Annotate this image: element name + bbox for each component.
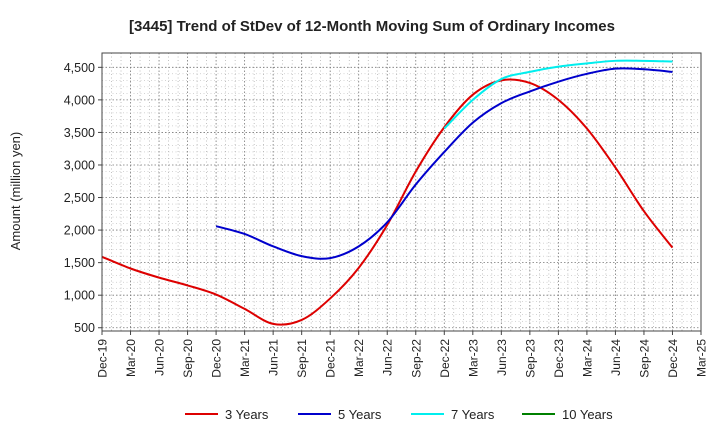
x-tick-label: Dec-20 [210, 339, 224, 378]
legend-label-7-years: 7 Years [451, 407, 495, 422]
x-tick-label: Jun-21 [267, 339, 281, 376]
x-tick-label: Sep-23 [523, 339, 537, 378]
y-tick-label: 4,000 [64, 93, 95, 107]
x-tick-label: Dec-23 [552, 339, 566, 378]
series-line-7-years [443, 59, 673, 130]
x-tick-label: Sep-22 [409, 339, 423, 378]
x-tick-label: Dec-22 [438, 339, 452, 378]
x-tick-label: Sep-21 [295, 339, 309, 378]
y-tick-label: 2,000 [64, 224, 95, 238]
y-tick-label: 2,500 [64, 191, 95, 205]
chart-title: [3445] Trend of StDev of 12-Month Moving… [129, 18, 615, 35]
series-lines [101, 59, 674, 326]
y-tick-label: 1,000 [64, 289, 95, 303]
x-tick-label: Mar-24 [580, 339, 594, 377]
x-tick-label: Sep-20 [181, 339, 195, 378]
legend-label-10-years: 10 Years [562, 407, 613, 422]
x-tick-label: Dec-24 [666, 339, 680, 378]
x-tick-label: Mar-23 [466, 339, 480, 377]
x-tick-label: Mar-21 [238, 339, 252, 377]
y-tick-label: 3,500 [64, 126, 95, 140]
x-tick-label: Jun-24 [609, 339, 623, 376]
y-tick-label: 4,500 [64, 61, 95, 75]
x-tick-label: Dec-19 [96, 339, 110, 378]
plot-frame [101, 52, 702, 332]
x-tick-label: Dec-21 [324, 339, 338, 378]
y-tick-label: 1,500 [64, 256, 95, 270]
x-tick-label: Jun-20 [153, 339, 167, 376]
axes: 500 1,000 1,500 2,000 2,500 3,000 3,500 4,000 4,… [64, 52, 709, 378]
y-axis-label: Amount (million yen) [8, 132, 23, 251]
legend-label-3-years: 3 Years [225, 407, 269, 422]
x-tick-label: Jun-22 [381, 339, 395, 376]
y-tick-label: 500 [74, 321, 95, 335]
legend: 3 Years 5 Years 7 Years 10 Years [185, 407, 613, 422]
grid-lines [101, 53, 702, 331]
x-tick-label: Mar-22 [352, 339, 366, 377]
series-line-5-years [215, 67, 673, 260]
x-tick-label: Mar-25 [695, 339, 709, 377]
x-tick-label: Jun-23 [495, 339, 509, 376]
legend-label-5-years: 5 Years [338, 407, 382, 422]
x-tick-label: Sep-24 [637, 339, 651, 378]
series-line-3-years [101, 78, 674, 326]
y-tick-label: 3,000 [64, 158, 95, 172]
x-tick-label: Mar-20 [124, 339, 138, 377]
